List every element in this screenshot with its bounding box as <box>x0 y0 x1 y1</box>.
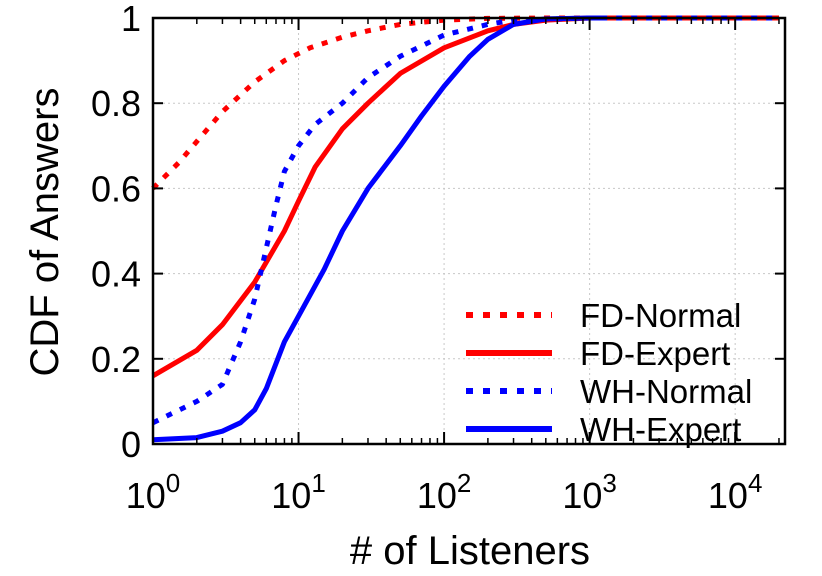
y-tick-label: 0.6 <box>91 168 141 209</box>
legend-label-fd-normal: FD-Normal <box>580 297 741 334</box>
series-line-fd-normal <box>151 15 779 191</box>
x-tick-label: 104 <box>708 468 763 516</box>
x-tick-label: 101 <box>271 468 326 516</box>
series-line-wh-expert <box>152 15 607 443</box>
y-axis-title: CDF of Answers <box>23 88 67 377</box>
series-lines <box>151 15 779 443</box>
y-tick-label: 0.8 <box>91 83 141 124</box>
y-tick-label: 0 <box>121 424 141 465</box>
y-tick-label: 0.4 <box>91 254 141 295</box>
y-tick-label: 0.2 <box>91 339 141 380</box>
x-tick-label: 100 <box>126 468 181 516</box>
legend-label-wh-normal: WH-Normal <box>580 373 752 410</box>
legend-label-wh-expert: WH-Expert <box>580 411 741 448</box>
plot-frame <box>151 16 787 446</box>
x-tick-label: 103 <box>562 468 617 516</box>
axis-ticks: 0 0.2 0.4 0.6 0.8 1 100 101 102 103 104 <box>91 0 785 516</box>
legend-label-fd-expert: FD-Expert <box>580 335 730 372</box>
x-tick-label: 102 <box>417 468 472 516</box>
y-tick-label: 1 <box>121 0 141 39</box>
x-axis-title: # of Listeners <box>350 529 590 573</box>
